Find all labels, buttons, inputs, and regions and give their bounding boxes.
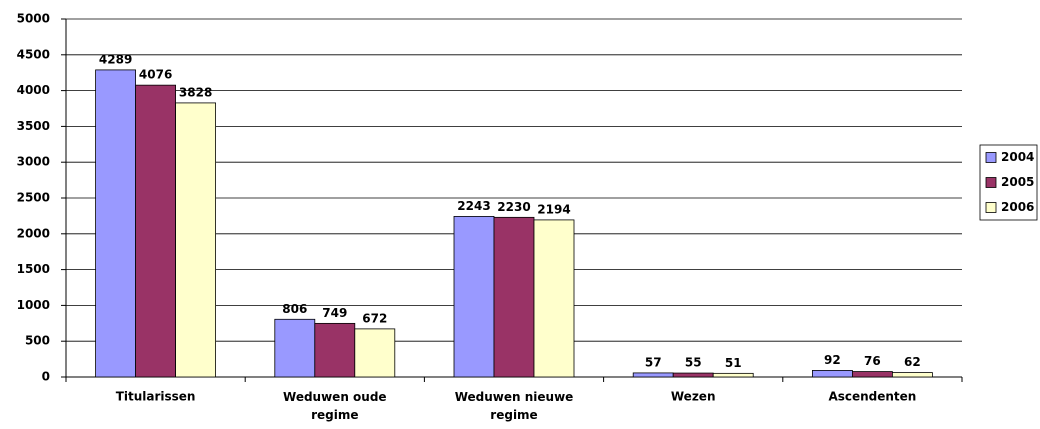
bar (632, 372, 674, 378)
bar (533, 219, 575, 378)
value-label: 62 (904, 355, 921, 369)
value-label: 51 (725, 356, 742, 370)
value-label: 92 (824, 353, 841, 367)
value-label: 4076 (139, 68, 172, 82)
y-tick-label: 4000 (17, 83, 50, 97)
y-tick-label: 1500 (17, 262, 50, 276)
x-tick-label: Ascendenten (828, 390, 916, 404)
y-tick-label: 1000 (17, 298, 50, 312)
bar (493, 216, 535, 378)
value-label: 55 (685, 356, 702, 370)
bar (852, 371, 893, 378)
value-label: 57 (645, 355, 662, 369)
y-tick-label: 2000 (17, 226, 50, 240)
value-label: 749 (322, 306, 347, 320)
value-label: 76 (864, 354, 881, 368)
bar (135, 84, 177, 378)
y-tick-label: 5000 (17, 12, 50, 26)
bar (314, 322, 356, 378)
x-tick-label: Weduwen oude regime (283, 390, 387, 422)
bar (175, 102, 217, 378)
legend-label: 2005 (1001, 175, 1034, 189)
y-tick-label: 0 (42, 370, 50, 384)
value-label: 2230 (497, 200, 530, 214)
bar (892, 372, 933, 378)
bar (453, 216, 495, 378)
value-label: 2194 (537, 202, 570, 216)
value-label: 806 (282, 302, 307, 316)
bar (812, 370, 853, 378)
y-tick-label: 2500 (17, 191, 50, 205)
x-tick-label: Weduwen nieuwe regime (455, 390, 574, 422)
legend-swatch (985, 177, 997, 188)
legend-label: 2004 (1001, 150, 1034, 164)
y-tick-label: 3500 (17, 119, 50, 133)
bar (354, 328, 396, 378)
value-label: 4289 (99, 52, 132, 66)
value-label: 3828 (179, 85, 212, 99)
y-tick-label: 500 (25, 334, 50, 348)
legend-swatch (985, 202, 997, 213)
x-tick-label: Titularissen (116, 390, 196, 404)
y-tick-label: 3000 (17, 155, 50, 169)
value-label: 2243 (457, 199, 490, 213)
bar (274, 318, 316, 378)
x-tick-label: Wezen (671, 390, 716, 404)
value-label: 672 (362, 311, 387, 325)
bar (712, 372, 754, 378)
bar (672, 372, 714, 378)
legend-label: 2006 (1001, 200, 1034, 214)
legend-swatch (985, 152, 997, 163)
y-tick-label: 4500 (17, 47, 50, 61)
bar (95, 69, 136, 378)
